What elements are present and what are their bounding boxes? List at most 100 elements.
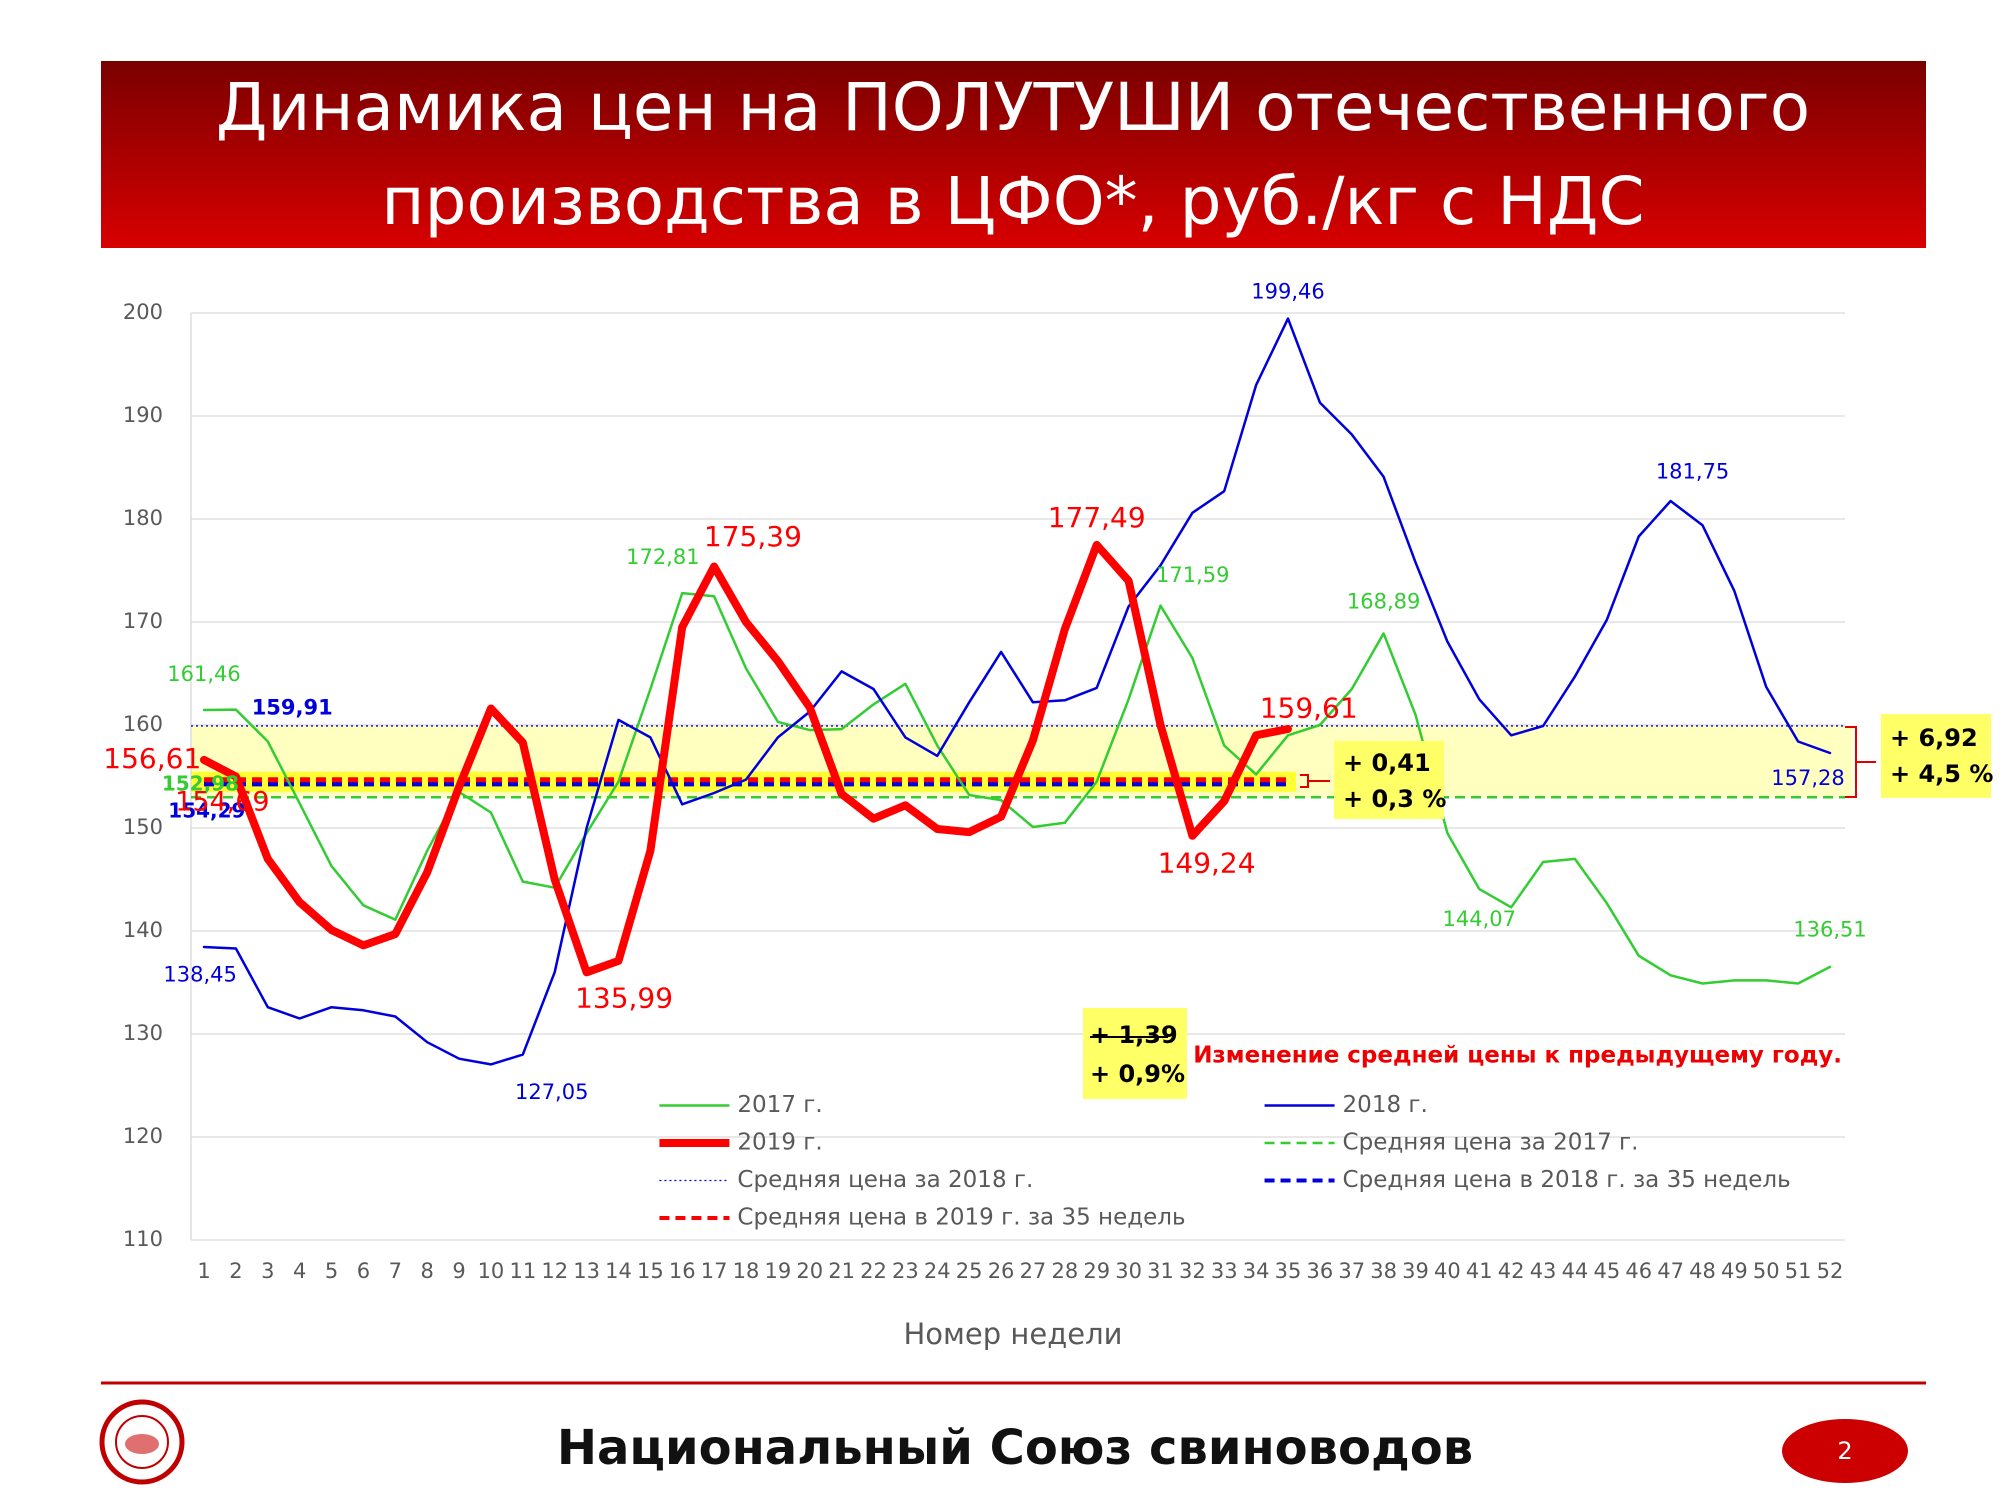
note-box [1083, 1008, 1187, 1099]
x-tick-label: 50 [1753, 1259, 1780, 1283]
legend-label: Средняя цена в 2019 г. за 35 недель [737, 1205, 1185, 1231]
data-label: 175,39 [704, 520, 802, 553]
x-tick-label: 15 [637, 1259, 664, 1283]
x-tick-label: 24 [924, 1259, 951, 1283]
reference-label: 154,29 [168, 799, 245, 823]
x-tick-label: 7 [389, 1259, 402, 1283]
x-tick-label: 22 [860, 1259, 887, 1283]
x-tick-label: 44 [1562, 1259, 1589, 1283]
x-tick-label: 43 [1530, 1259, 1557, 1283]
annotation: + 0,3 % [1343, 785, 1446, 813]
annotation: + 1,39 [1090, 1021, 1178, 1049]
footer-text: Национальный Союз свиноводов [557, 1420, 1473, 1476]
x-tick-label: 42 [1498, 1259, 1525, 1283]
legend-label: 2018 г. [1343, 1092, 1428, 1118]
x-tick-label: 16 [669, 1259, 696, 1283]
data-label: 127,05 [515, 1080, 588, 1104]
legend-label: 2019 г. [737, 1130, 822, 1156]
x-tick-label: 18 [733, 1259, 760, 1283]
x-tick-label: 5 [325, 1259, 338, 1283]
data-label: 157,28 [1771, 766, 1844, 790]
x-tick-label: 34 [1243, 1259, 1270, 1283]
note-box [1334, 741, 1444, 819]
reference-label: 159,91 [252, 696, 333, 720]
bracket [1845, 726, 1876, 798]
annotation: + 0,9% [1090, 1060, 1185, 1088]
x-tick-label: 39 [1402, 1259, 1429, 1283]
x-tick-label: 23 [892, 1259, 919, 1283]
x-tick-label: 30 [1115, 1259, 1142, 1283]
bracket [1300, 774, 1330, 788]
x-tick-label: 17 [701, 1259, 728, 1283]
series-line [202, 591, 1832, 985]
x-tick-label: 52 [1817, 1259, 1844, 1283]
data-label: 135,99 [575, 981, 673, 1014]
x-tick-label: 51 [1785, 1259, 1812, 1283]
page-badge [1782, 1419, 1908, 1483]
legend-label: 2017 г. [737, 1092, 822, 1118]
series-line [202, 317, 1832, 1066]
x-tick-label: 26 [988, 1259, 1015, 1283]
x-tick-label: 37 [1338, 1259, 1365, 1283]
series-line [200, 540, 1292, 977]
data-label: 171,59 [1156, 563, 1229, 587]
x-tick-label: 27 [1020, 1259, 1047, 1283]
data-label: 172,81 [626, 545, 699, 569]
x-tick-label: 46 [1625, 1259, 1652, 1283]
x-tick-label: 6 [357, 1259, 370, 1283]
x-tick-label: 28 [1051, 1259, 1078, 1283]
x-tick-label: 21 [828, 1259, 855, 1283]
x-tick-label: 4 [293, 1259, 306, 1283]
reference-label: 154,69 [175, 786, 269, 817]
legend-label: Средняя цена за 2017 г. [1343, 1130, 1639, 1156]
y-tick-label: 150 [123, 815, 163, 839]
data-label: 149,24 [1158, 846, 1256, 879]
data-label: 168,89 [1347, 589, 1420, 613]
x-tick-label: 38 [1370, 1259, 1397, 1283]
x-tick-label: 20 [796, 1259, 823, 1283]
x-tick-label: 35 [1275, 1259, 1302, 1283]
x-tick-label: 41 [1466, 1259, 1493, 1283]
x-axis-title: Номер недели [904, 1317, 1123, 1351]
x-tick-label: 45 [1593, 1259, 1620, 1283]
y-tick-label: 160 [123, 712, 163, 736]
data-label: 136,51 [1793, 918, 1866, 942]
x-tick-label: 13 [573, 1259, 600, 1283]
header-band [101, 61, 1926, 248]
x-tick-label: 10 [478, 1259, 505, 1283]
x-tick-label: 48 [1689, 1259, 1716, 1283]
y-tick-label: 200 [123, 300, 163, 324]
data-label: 181,75 [1656, 460, 1729, 484]
x-tick-label: 47 [1657, 1259, 1684, 1283]
data-label: 144,07 [1443, 907, 1516, 931]
x-tick-label: 11 [509, 1259, 536, 1283]
y-tick-label: 110 [123, 1227, 163, 1251]
legend-label: Средняя цена за 2018 г. [737, 1167, 1033, 1193]
title-line: производства в ЦФО*, руб./кг с НДС [381, 163, 1644, 240]
x-tick-label: 9 [452, 1259, 465, 1283]
x-tick-label: 1 [197, 1259, 210, 1283]
annotation: Изменение средней цены к предыдущему год… [1193, 1043, 1842, 1069]
x-tick-label: 31 [1147, 1259, 1174, 1283]
annotation: + 4,5 % [1890, 760, 1993, 788]
y-tick-label: 120 [123, 1124, 163, 1148]
x-tick-label: 36 [1307, 1259, 1334, 1283]
data-label: 156,61 [103, 742, 201, 775]
annotation: + 6,92 [1890, 724, 1978, 752]
x-tick-label: 8 [420, 1259, 433, 1283]
reference-label: 152,98 [162, 771, 239, 795]
data-label: 177,49 [1048, 501, 1146, 534]
note-box [1881, 714, 1991, 798]
logo-pig [125, 1434, 159, 1454]
y-tick-label: 190 [123, 403, 163, 427]
x-tick-label: 32 [1179, 1259, 1206, 1283]
data-label: 161,46 [167, 662, 240, 686]
x-tick-label: 25 [956, 1259, 983, 1283]
x-tick-label: 19 [765, 1259, 792, 1283]
page-number: 2 [1837, 1437, 1852, 1465]
x-tick-label: 2 [229, 1259, 242, 1283]
x-tick-label: 3 [261, 1259, 274, 1283]
y-tick-label: 170 [123, 609, 163, 633]
